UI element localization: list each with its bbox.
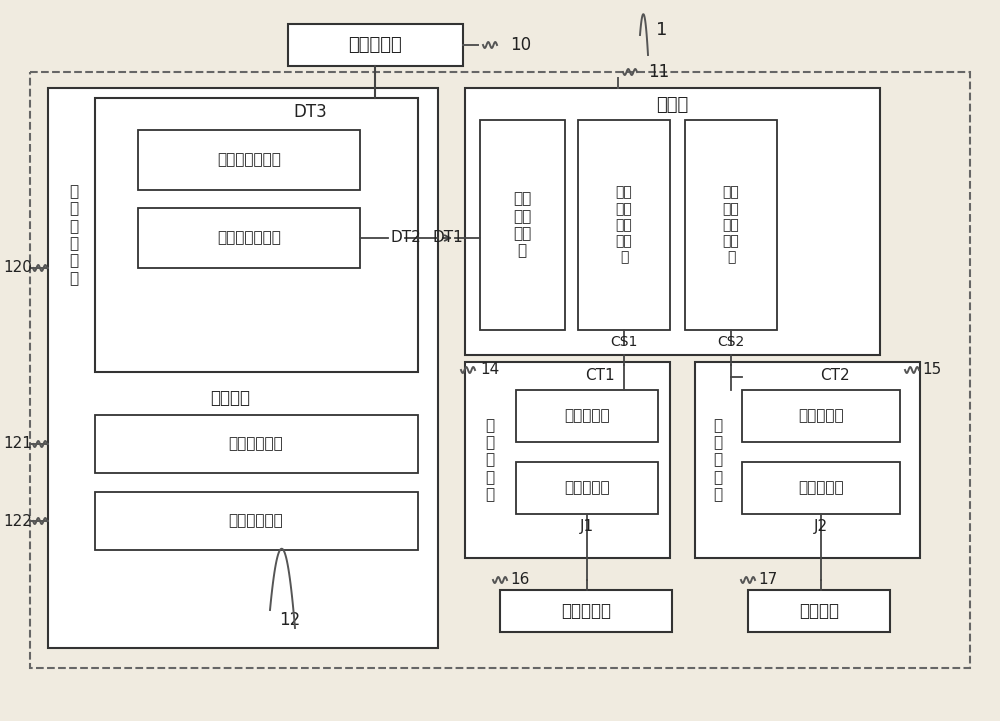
Bar [500, 590, 672, 632]
Text: 第
一
继
电
器: 第 一 继 电 器 [485, 417, 495, 503]
Bar [138, 208, 360, 268]
Text: 第
一
通
讯
电
路: 第 一 通 讯 电 路 [69, 184, 79, 286]
Text: 14: 14 [480, 363, 499, 378]
Text: 122: 122 [4, 513, 32, 528]
Text: 第一控制端: 第一控制端 [564, 409, 610, 423]
Text: DT1: DT1 [433, 231, 463, 245]
Text: 第二连接端: 第二连接端 [798, 480, 844, 495]
Text: 控制器: 控制器 [656, 96, 688, 114]
Bar [465, 88, 880, 355]
Text: DT3: DT3 [293, 103, 327, 121]
Text: J2: J2 [814, 520, 828, 534]
Text: 第三通讯电路: 第三通讯电路 [229, 513, 283, 528]
Bar [748, 590, 890, 632]
Bar [138, 130, 360, 190]
Bar [288, 24, 463, 66]
Bar [95, 98, 418, 372]
Text: 告警系统: 告警系统 [799, 602, 839, 620]
Text: 16: 16 [510, 572, 529, 588]
Text: 1: 1 [656, 21, 668, 39]
Text: 第二
控制
信号
输出
端: 第二 控制 信号 输出 端 [723, 185, 739, 265]
Text: 第一
数据
通讯
端: 第一 数据 通讯 端 [513, 191, 531, 259]
Bar [30, 72, 970, 668]
Bar [516, 462, 658, 514]
Bar [480, 120, 565, 330]
Bar [742, 462, 900, 514]
Text: CS1: CS1 [610, 335, 638, 349]
Text: 扶梯控制柜: 扶梯控制柜 [561, 602, 611, 620]
Text: 第一
控制
信号
输出
端: 第一 控制 信号 输出 端 [616, 185, 632, 265]
Bar [465, 362, 670, 558]
Bar [95, 415, 418, 473]
Text: DT2: DT2 [390, 231, 421, 245]
Text: CT2: CT2 [820, 368, 850, 383]
Text: 121: 121 [4, 436, 32, 451]
Text: 第一连接端: 第一连接端 [564, 480, 610, 495]
Bar [742, 390, 900, 442]
Bar [95, 492, 418, 550]
Text: 15: 15 [922, 363, 941, 378]
Text: 12: 12 [279, 611, 301, 629]
Text: 第三数据通讯端: 第三数据通讯端 [217, 153, 281, 167]
Bar [685, 120, 777, 330]
Bar [695, 362, 920, 558]
Text: 11: 11 [648, 63, 669, 81]
Text: 17: 17 [758, 572, 777, 588]
Text: 第二数据通讯端: 第二数据通讯端 [217, 231, 281, 245]
Text: 通讯模块: 通讯模块 [210, 389, 250, 407]
Text: 120: 120 [4, 260, 32, 275]
Text: J1: J1 [580, 520, 594, 534]
Text: 扶梯控制柜: 扶梯控制柜 [348, 36, 402, 54]
Text: 10: 10 [510, 36, 531, 54]
Bar [578, 120, 670, 330]
Bar [516, 390, 658, 442]
Text: 第二控制端: 第二控制端 [798, 409, 844, 423]
Text: CS2: CS2 [717, 335, 745, 349]
Text: CT1: CT1 [585, 368, 615, 383]
Text: 第
二
继
电
器: 第 二 继 电 器 [713, 417, 723, 503]
Text: 第二通讯电路: 第二通讯电路 [229, 436, 283, 451]
Bar [48, 88, 438, 648]
